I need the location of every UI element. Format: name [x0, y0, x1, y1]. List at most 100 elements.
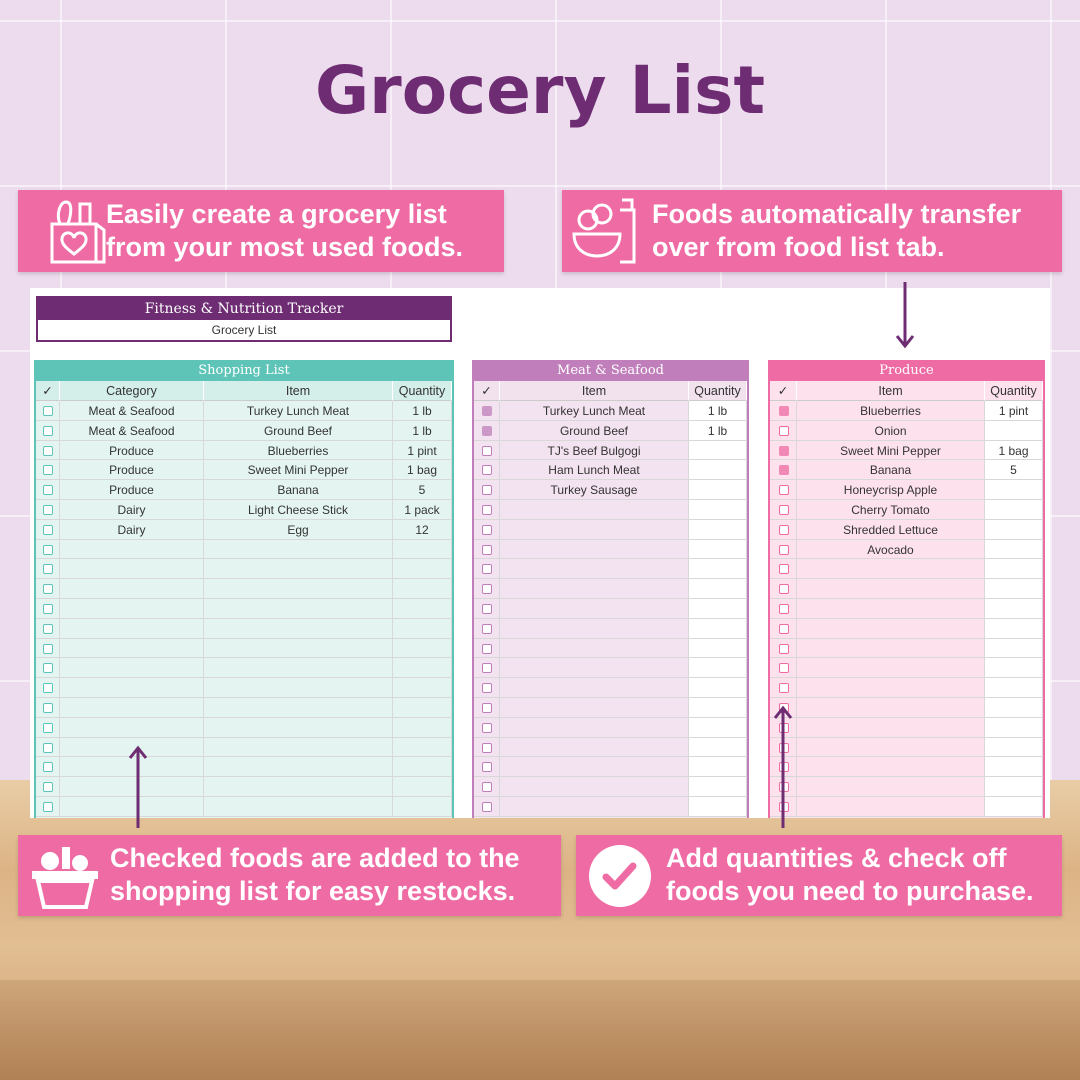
checkbox[interactable]	[778, 524, 789, 535]
item-cell	[797, 638, 985, 659]
checkbox-cell	[36, 638, 60, 659]
checkbox[interactable]	[43, 722, 53, 733]
checkbox[interactable]	[43, 425, 53, 436]
checkbox[interactable]	[43, 802, 53, 812]
checkbox-cell	[770, 618, 797, 639]
checkbox[interactable]	[482, 722, 492, 733]
checkbox[interactable]	[43, 485, 53, 496]
checkbox[interactable]	[43, 782, 53, 793]
category-cell	[60, 698, 204, 718]
checkbox[interactable]	[482, 445, 492, 456]
checkbox[interactable]	[778, 683, 789, 694]
checkbox[interactable]	[43, 683, 53, 694]
checkbox[interactable]	[778, 425, 789, 436]
checkbox-cell	[474, 618, 500, 639]
checkbox-cell	[36, 777, 60, 797]
checkbox[interactable]	[482, 544, 492, 555]
checkbox[interactable]	[778, 623, 789, 634]
checkbox[interactable]	[43, 703, 53, 713]
checkbox[interactable]	[778, 604, 789, 614]
quantity-cell	[985, 797, 1043, 817]
category-cell	[60, 579, 204, 599]
checkbox[interactable]	[482, 623, 492, 634]
checkbox-cell	[770, 658, 797, 679]
checkbox[interactable]	[482, 703, 492, 713]
checkbox[interactable]	[482, 742, 492, 753]
checkbox-cell	[770, 559, 797, 580]
checkbox[interactable]	[482, 485, 492, 496]
checkbox[interactable]	[482, 564, 492, 575]
category-cell: Produce	[60, 440, 204, 461]
checkbox[interactable]	[43, 623, 53, 634]
checkbox[interactable]	[43, 524, 53, 535]
salad-icon	[572, 198, 636, 264]
column-header: Item	[500, 381, 689, 401]
item-cell: Egg	[204, 519, 393, 540]
checkbox[interactable]	[482, 802, 492, 812]
checkbox[interactable]	[43, 406, 53, 416]
checkbox[interactable]	[43, 564, 53, 575]
quantity-cell	[393, 618, 452, 639]
checkbox[interactable]	[482, 425, 492, 436]
checkbox[interactable]	[778, 663, 789, 674]
quantity-cell: 1 bag	[393, 460, 452, 481]
checkbox[interactable]	[43, 584, 53, 595]
quantity-cell	[689, 579, 747, 599]
quantity-cell	[393, 777, 452, 797]
checkbox[interactable]	[778, 445, 789, 456]
item-cell	[500, 757, 689, 778]
item-cell	[797, 777, 985, 797]
category-cell: Meat & Seafood	[60, 420, 204, 441]
checkbox[interactable]	[482, 465, 492, 476]
item-cell	[797, 618, 985, 639]
checkbox[interactable]	[778, 643, 789, 654]
category-cell: Dairy	[60, 500, 204, 520]
checkbox-cell	[36, 500, 60, 520]
checkbox[interactable]	[43, 643, 53, 654]
checkbox[interactable]	[482, 604, 492, 614]
checkbox-cell	[474, 737, 500, 758]
checkbox[interactable]	[482, 643, 492, 654]
item-cell: Onion	[797, 420, 985, 441]
checkbox[interactable]	[778, 465, 789, 476]
checkbox[interactable]	[482, 584, 492, 595]
checkbox[interactable]	[778, 485, 789, 496]
checkbox[interactable]	[43, 544, 53, 555]
checkbox[interactable]	[482, 762, 492, 773]
checkbox[interactable]	[482, 505, 492, 515]
checkbox[interactable]	[482, 524, 492, 535]
item-cell: Sweet Mini Pepper	[204, 460, 393, 481]
checkbox[interactable]	[482, 683, 492, 694]
checkbox[interactable]	[778, 406, 789, 416]
checkbox[interactable]	[43, 742, 53, 753]
item-cell: TJ's Beef Bulgogi	[500, 440, 689, 461]
item-cell	[204, 757, 393, 778]
checkbox[interactable]	[778, 505, 789, 515]
checkbox[interactable]	[778, 584, 789, 595]
checkbox[interactable]	[43, 465, 53, 476]
quantity-cell	[985, 618, 1043, 639]
checkbox[interactable]	[43, 604, 53, 614]
check-icon	[589, 845, 651, 907]
quantity-cell	[689, 797, 747, 817]
quantity-cell: 1 pack	[393, 500, 452, 520]
checkbox[interactable]	[43, 445, 53, 456]
checkbox-cell	[474, 519, 500, 540]
quantity-cell: 1 lb	[393, 420, 452, 441]
checkbox[interactable]	[482, 782, 492, 793]
item-cell	[204, 579, 393, 599]
checkbox[interactable]	[778, 564, 789, 575]
checkbox[interactable]	[482, 406, 492, 416]
quantity-cell: 1 lb	[393, 401, 452, 421]
item-cell	[204, 658, 393, 679]
quantity-cell	[985, 737, 1043, 758]
table-title: Shopping List	[36, 360, 452, 381]
checkbox[interactable]	[43, 663, 53, 674]
item-cell	[500, 599, 689, 619]
checkbox[interactable]	[778, 544, 789, 555]
checkbox[interactable]	[43, 762, 53, 773]
column-header: Item	[797, 381, 985, 401]
checkbox[interactable]	[43, 505, 53, 515]
checkbox[interactable]	[482, 663, 492, 674]
quantity-cell	[985, 500, 1043, 520]
